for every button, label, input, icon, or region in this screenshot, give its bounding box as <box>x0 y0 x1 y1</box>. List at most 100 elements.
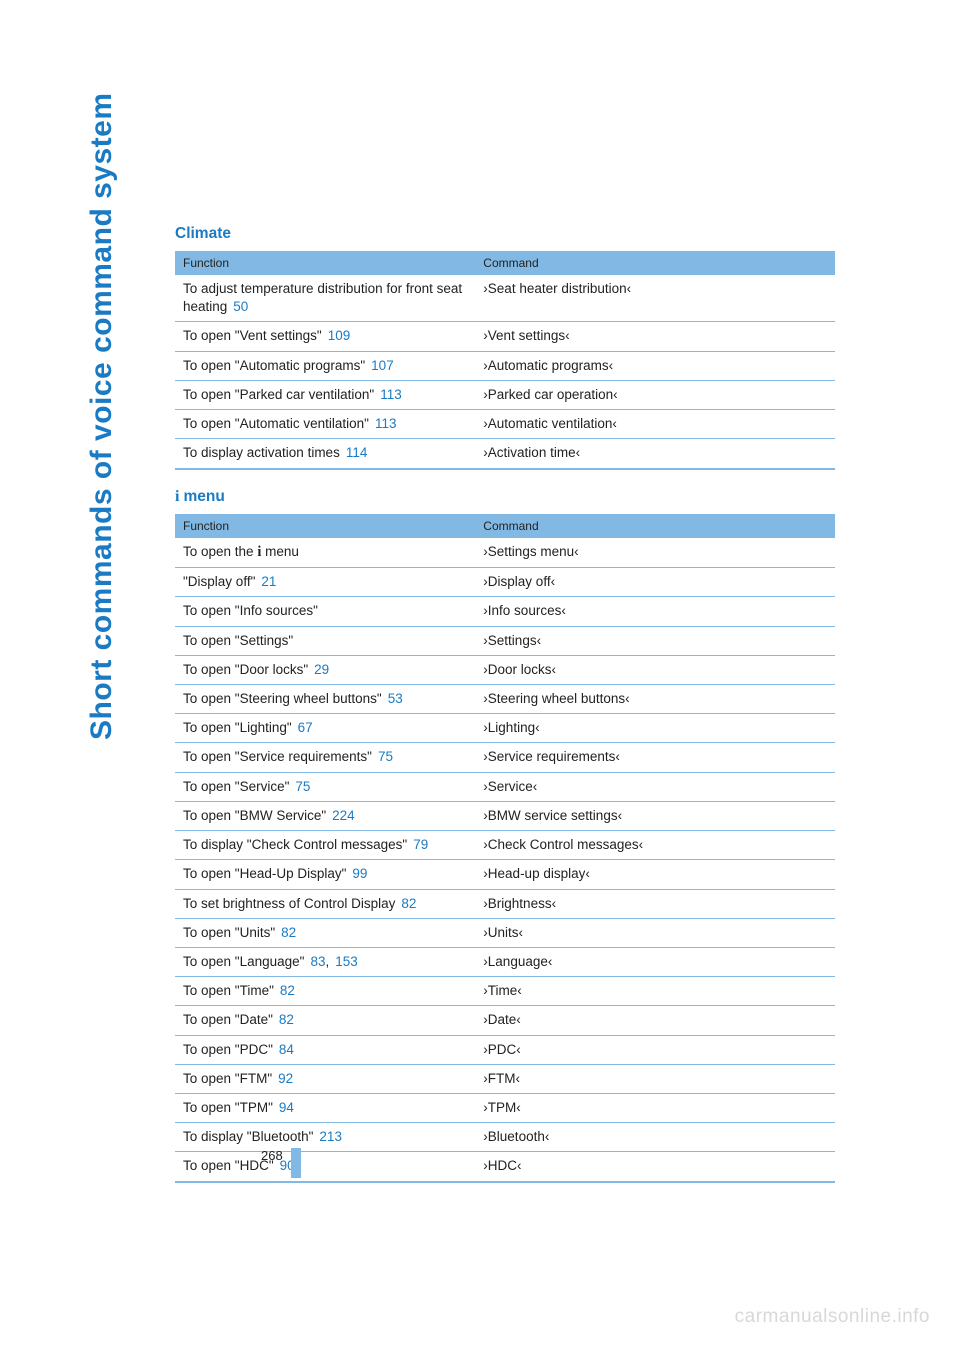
command-text: ›BMW service settings‹ <box>483 808 622 823</box>
command-cell: ›Check Control messages‹ <box>475 831 835 860</box>
function-text: To open "Parked car ventilation" <box>183 387 374 402</box>
function-cell: To display "Check Control messages"79 <box>175 831 475 860</box>
page-ref-link[interactable]: 82 <box>280 983 295 998</box>
page-ref-link[interactable]: 75 <box>378 749 393 764</box>
page-ref-link[interactable]: 113 <box>375 416 397 431</box>
table-row: "Display off" 21 ›Display off‹ <box>175 568 835 597</box>
page-ref-link[interactable]: 67 <box>298 720 313 735</box>
command-cell: ›Bluetooth‹ <box>475 1123 835 1152</box>
function-text: To open "Date" <box>183 1012 273 1027</box>
command-cell: ›Vent settings‹ <box>475 322 835 351</box>
function-text: To open "Settings" <box>183 633 293 648</box>
section-title: imenu <box>175 488 835 506</box>
function-cell: To open "Language"83,153 <box>175 947 475 976</box>
command-text: ›Display off‹ <box>483 574 555 589</box>
page-ref-link[interactable]: 83 <box>310 954 325 969</box>
page-ref-link[interactable]: 29 <box>314 662 329 677</box>
page-ref-link[interactable]: 107 <box>371 358 394 373</box>
command-text: ›PDC‹ <box>483 1042 521 1057</box>
command-table: FunctionCommandTo open the i menu›Settin… <box>175 514 835 1183</box>
section-title-text: Climate <box>175 225 231 243</box>
command-text: ›Bluetooth‹ <box>483 1129 549 1144</box>
command-text: ›FTM‹ <box>483 1071 520 1086</box>
info-icon: i <box>175 488 179 506</box>
page-ref-link[interactable]: 224 <box>332 808 355 823</box>
header-command: Command <box>475 514 835 538</box>
page-ref-link[interactable]: 75 <box>295 779 310 794</box>
command-text: ›Time‹ <box>483 983 522 998</box>
function-cell: To open "Steering wheel buttons"53 <box>175 684 475 713</box>
page-ref-link[interactable]: 53 <box>388 691 403 706</box>
command-text: ›Steering wheel buttons‹ <box>483 691 629 706</box>
command-text: ›Language‹ <box>483 954 552 969</box>
command-text: ›Door locks‹ <box>483 662 556 677</box>
function-cell: To open "Service"75 <box>175 772 475 801</box>
table-row: To open "Info sources" ›Info sources‹ <box>175 597 835 626</box>
function-text: To open "Head-Up Display" <box>183 866 346 881</box>
page-ref-link[interactable]: 153 <box>335 954 358 969</box>
page-ref-link[interactable]: 92 <box>278 1071 293 1086</box>
function-text: To open "Service requirements" <box>183 749 372 764</box>
function-text: To open "Time" <box>183 983 274 998</box>
function-text: To open "Units" <box>183 925 275 940</box>
page-ref-link[interactable]: 94 <box>279 1100 294 1115</box>
command-text: ›Settings menu‹ <box>483 544 578 559</box>
page-ref-link[interactable]: 82 <box>279 1012 294 1027</box>
page-ref-link[interactable]: 82 <box>281 925 296 940</box>
table-row: To open "Time" 82 ›Time‹ <box>175 977 835 1006</box>
function-cell: To open the i menu <box>175 538 475 568</box>
function-cell: To open "Vent settings"109 <box>175 322 475 351</box>
command-cell: ›Lighting‹ <box>475 714 835 743</box>
command-cell: ›Service‹ <box>475 772 835 801</box>
command-cell: ›Info sources‹ <box>475 597 835 626</box>
page-ref-link[interactable]: 99 <box>352 866 367 881</box>
table-row: To open "Units"82›Units‹ <box>175 918 835 947</box>
command-text: ›Seat heater distribution‹ <box>483 281 631 296</box>
function-text: To display activation times <box>183 445 340 460</box>
page-ref-link[interactable]: 84 <box>279 1042 294 1057</box>
page-ref-link[interactable]: 21 <box>261 574 276 589</box>
function-cell: To open "Settings" <box>175 626 475 655</box>
page-ref-link[interactable]: 82 <box>401 896 416 911</box>
command-cell: ›Automatic ventilation‹ <box>475 410 835 439</box>
page-ref-link[interactable]: 109 <box>328 328 351 343</box>
command-cell: ›Language‹ <box>475 947 835 976</box>
function-text: To open "Language" <box>183 954 304 969</box>
page-ref-link[interactable]: 213 <box>319 1129 342 1144</box>
sidebar-section-title: Short commands of voice command system <box>85 92 119 740</box>
table-row: To open "Automatic programs" 107 ›Automati… <box>175 351 835 380</box>
command-table: FunctionCommandTo adjust temperature dis… <box>175 251 835 470</box>
function-text: To open "Automatic programs" <box>183 358 365 373</box>
function-text: To open "Door locks" <box>183 662 308 677</box>
header-command: Command <box>475 251 835 275</box>
table-row: To open "Lighting"67›Lighting‹ <box>175 714 835 743</box>
function-text: "Display off" <box>183 574 255 589</box>
command-text: ›Service‹ <box>483 779 537 794</box>
page-ref-link[interactable]: 114 <box>346 445 368 460</box>
command-text: ›Automatic ventilation‹ <box>483 416 617 431</box>
command-text: ›Vent settings‹ <box>483 328 569 343</box>
function-cell: To open "TPM"94 <box>175 1094 475 1123</box>
function-text: To open "Info sources" <box>183 603 318 618</box>
page-ref-link[interactable]: 113 <box>380 387 402 402</box>
table-row: To open "Parked car ventilation"113›Park… <box>175 380 835 409</box>
page-ref-link[interactable]: 79 <box>413 837 428 852</box>
page-marker <box>291 1148 301 1178</box>
command-cell: ›Service requirements‹ <box>475 743 835 772</box>
table-row: To open "Service requirements" 75 ›Service… <box>175 743 835 772</box>
command-cell: ›Activation time‹ <box>475 439 835 469</box>
command-text: ›HDC‹ <box>483 1158 521 1173</box>
command-cell: ›Settings menu‹ <box>475 538 835 568</box>
command-text: ›Brightness‹ <box>483 896 556 911</box>
function-text: To set brightness of Control Display <box>183 896 395 911</box>
function-text: To display "Bluetooth" <box>183 1129 313 1144</box>
table-row: To adjust temperature distribution for f… <box>175 275 835 322</box>
command-cell: ›Automatic programs‹ <box>475 351 835 380</box>
command-cell: ›Head-up display‹ <box>475 860 835 889</box>
function-text: To open "Automatic ventilation" <box>183 416 369 431</box>
function-text: To open the <box>183 544 257 559</box>
table-row: To open "Language"83,153›Language‹ <box>175 947 835 976</box>
command-cell: ›Brightness‹ <box>475 889 835 918</box>
page-ref-link[interactable]: 50 <box>233 299 248 314</box>
function-cell: To open "HDC"90 <box>175 1152 475 1182</box>
